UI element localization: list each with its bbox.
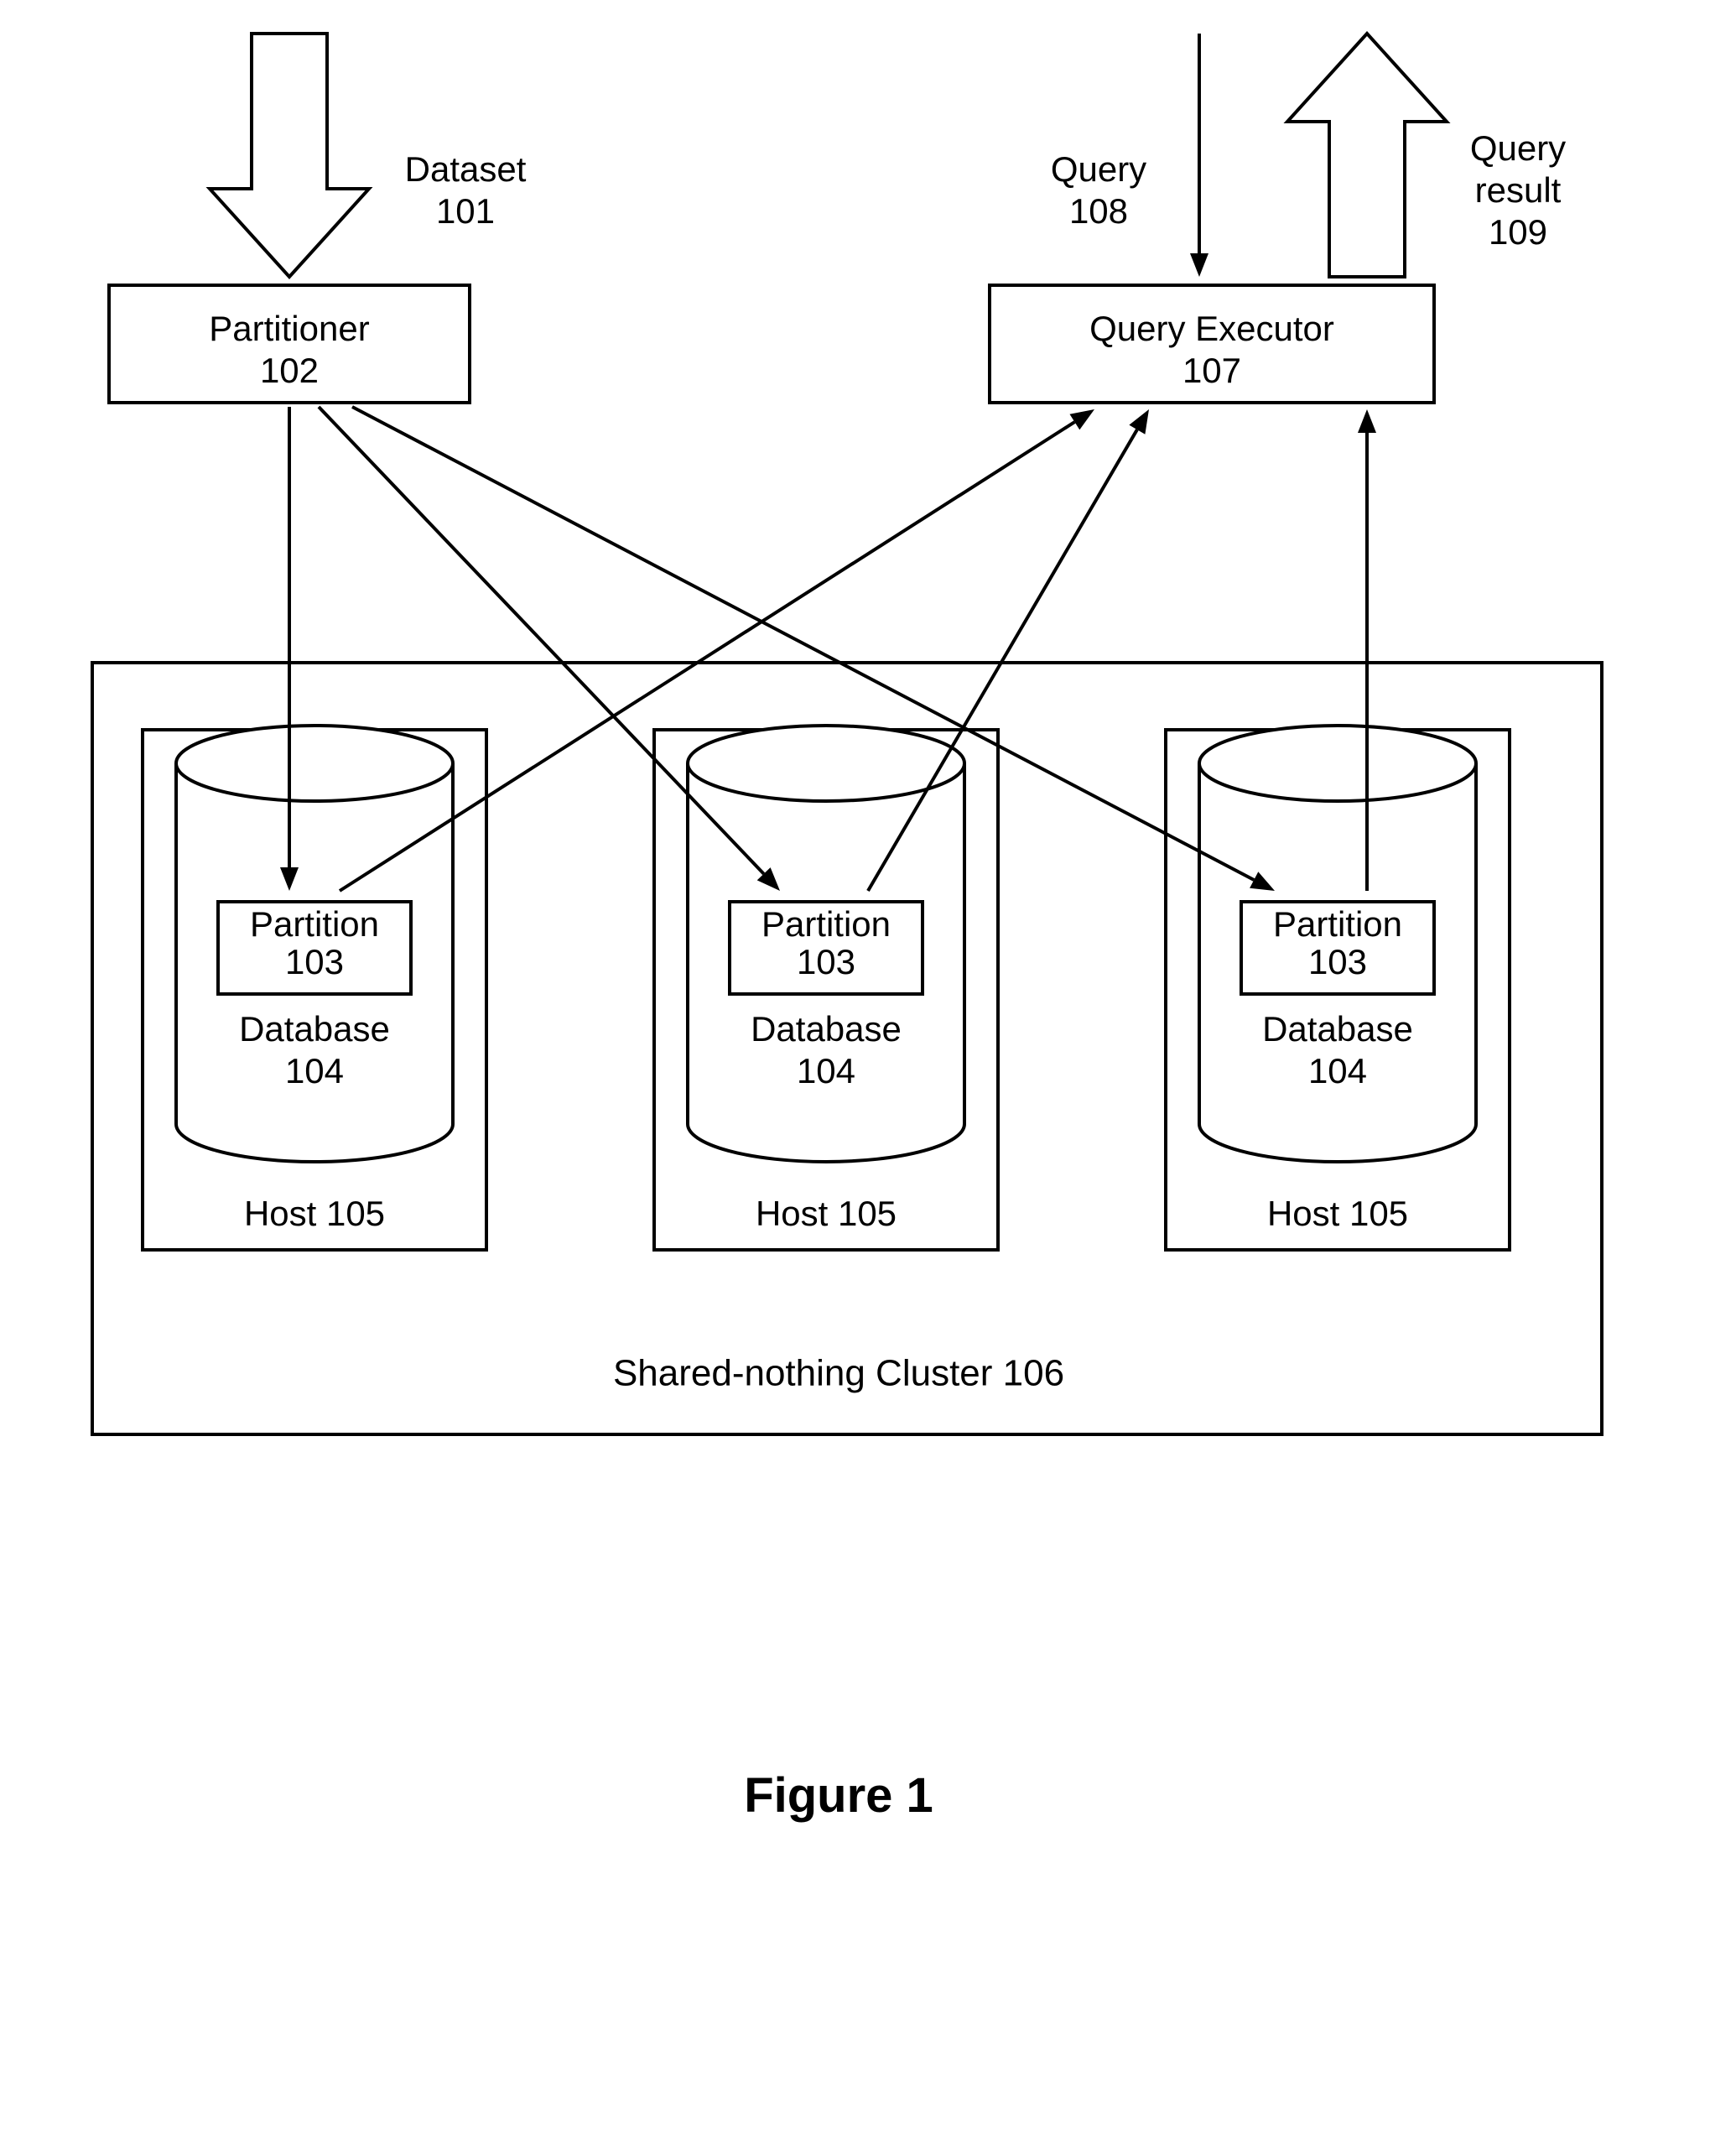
result-label2: result [1475,170,1562,210]
partitioner-id: 102 [260,351,319,390]
dataset-id: 101 [436,191,495,231]
query-label: Query [1051,149,1146,189]
result-label: Query [1470,128,1566,168]
query-id: 108 [1069,191,1128,231]
dataset-label: Dataset [405,149,527,189]
host-to-executor-1-head [1129,409,1149,435]
result-id: 109 [1489,212,1547,252]
partition-label-0: Partition [250,904,379,944]
figure-caption: Figure 1 [744,1768,933,1823]
partitioner-label: Partitioner [209,309,369,348]
host-label-2: Host 105 [1267,1194,1408,1233]
executor-label: Query Executor [1089,309,1334,348]
partition-id-1: 103 [797,942,855,981]
cluster-label: Shared-nothing Cluster 106 [613,1353,1064,1394]
host-label-1: Host 105 [756,1194,897,1233]
partition-id-0: 103 [285,942,344,981]
database-label-1: Database [751,1009,902,1049]
partition-label-2: Partition [1273,904,1402,944]
database-label-0: Database [239,1009,390,1049]
database-cylinder-0-top [176,726,453,801]
database-id-2: 104 [1308,1051,1367,1090]
host-to-executor-0-head [1069,409,1094,429]
database-id-0: 104 [285,1051,344,1090]
dataset-arrow [210,34,369,277]
database-id-1: 104 [797,1051,855,1090]
database-label-2: Database [1262,1009,1413,1049]
executor-id: 107 [1182,351,1241,390]
partition-label-1: Partition [761,904,891,944]
query-arrow-head [1190,253,1208,277]
host-label-0: Host 105 [244,1194,385,1233]
database-cylinder-1-top [688,726,964,801]
database-cylinder-2-top [1199,726,1476,801]
partition-id-2: 103 [1308,942,1367,981]
result-arrow [1287,34,1447,277]
host-to-executor-2-head [1358,409,1376,433]
